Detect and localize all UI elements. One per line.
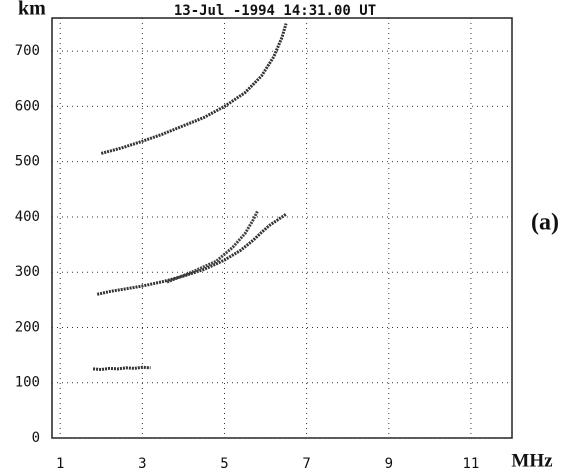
annotation: (a) — [531, 210, 559, 236]
x-tick-label: 3 — [138, 456, 146, 472]
trace — [92, 365, 151, 371]
chart-title: 13-Jul -1994 14:31.00 UT — [174, 3, 376, 19]
y-tick-label: 100 — [15, 375, 40, 391]
x-tick-label: 5 — [220, 456, 228, 472]
y-tick-label: 300 — [15, 264, 40, 280]
y-axis-label: km — [18, 0, 46, 20]
y-tick-label: 600 — [15, 98, 40, 114]
x-tick-label: 9 — [385, 456, 393, 472]
trace — [96, 212, 287, 296]
x-tick-label: 7 — [302, 456, 310, 472]
x-tick-label: 11 — [462, 456, 479, 472]
x-axis-label: MHz — [511, 450, 553, 471]
x-tick-label: 1 — [56, 456, 64, 472]
y-tick-label: 500 — [15, 154, 40, 170]
plot-frame — [51, 17, 513, 439]
y-tick-label: 0 — [32, 430, 40, 446]
trace — [100, 23, 288, 155]
trace — [166, 210, 259, 284]
y-tick-label: 400 — [15, 209, 40, 225]
y-tick-label: 200 — [15, 319, 40, 335]
y-tick-label: 700 — [15, 43, 40, 59]
